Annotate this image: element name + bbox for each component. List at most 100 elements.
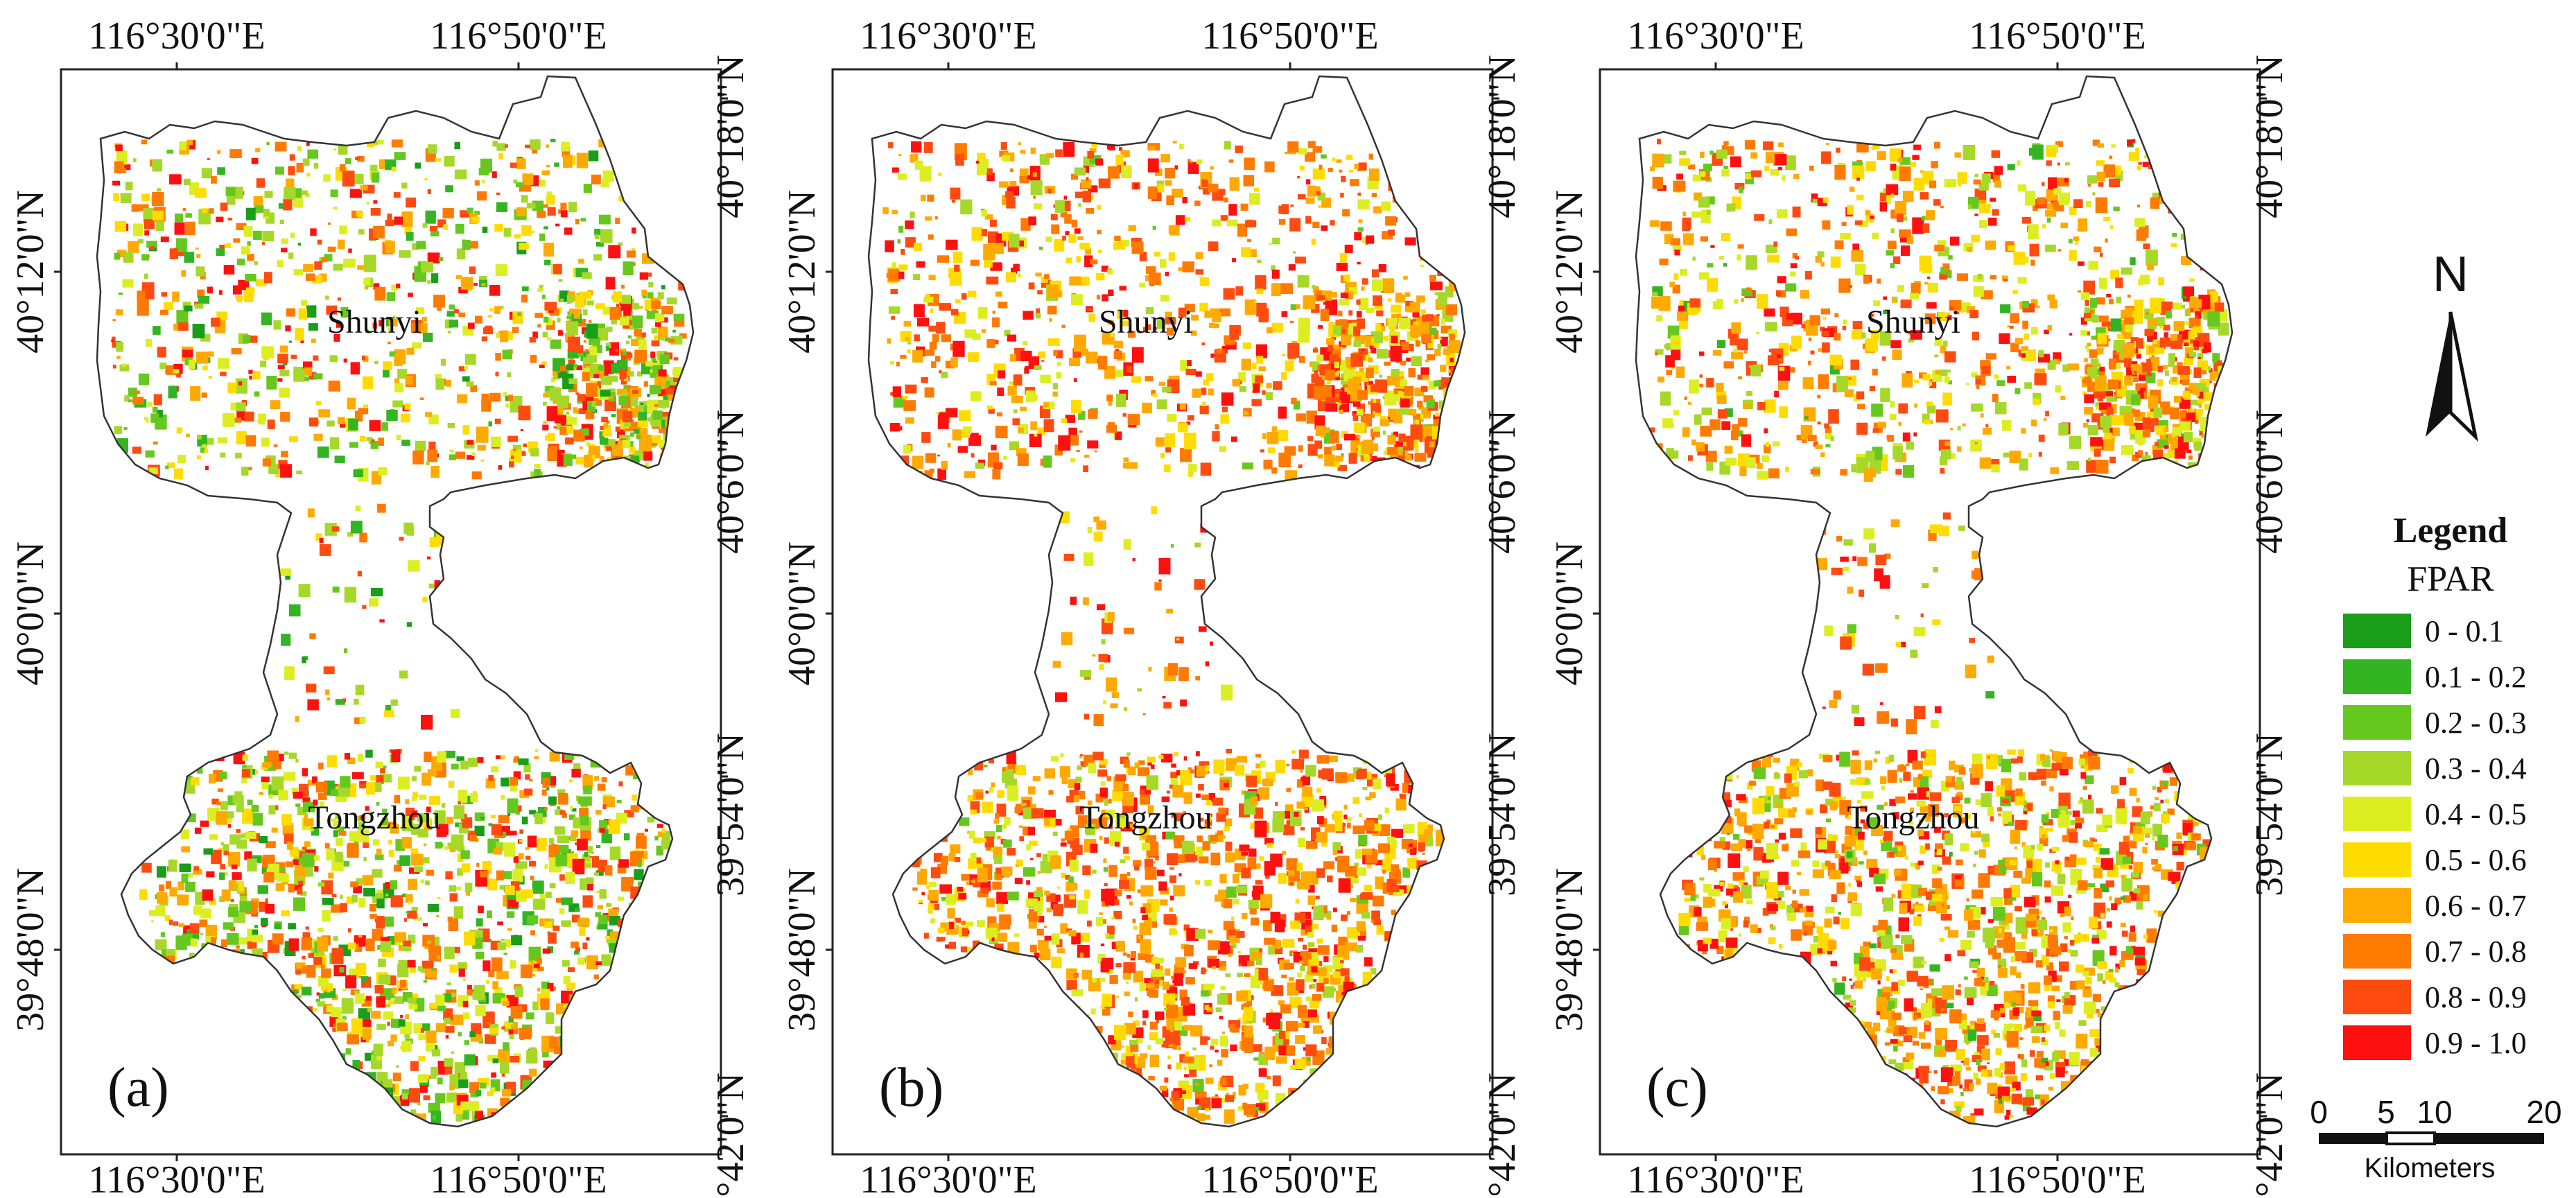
- fpar-pixel: [1049, 318, 1052, 322]
- fpar-pixel: [189, 359, 195, 370]
- fpar-pixel: [1305, 996, 1312, 1002]
- fpar-pixel: [1169, 867, 1174, 870]
- fpar-pixel: [571, 830, 579, 837]
- fpar-pixel: [267, 750, 279, 765]
- fpar-pixel: [977, 307, 988, 319]
- fpar-pixel: [114, 221, 127, 232]
- fpar-pixel: [1407, 858, 1419, 869]
- fpar-pixel: [1076, 449, 1080, 453]
- fpar-pixel: [650, 351, 656, 358]
- fpar-pixel: [195, 248, 199, 250]
- fpar-pixel: [297, 243, 302, 246]
- fpar-pixel: [1108, 865, 1117, 877]
- fpar-pixel: [266, 141, 270, 146]
- fpar-pixel: [1079, 430, 1083, 433]
- fpar-pixel: [470, 241, 478, 249]
- fpar-pixel: [427, 903, 440, 912]
- fpar-pixel: [444, 1064, 453, 1075]
- fpar-pixel: [446, 311, 455, 317]
- fpar-pixel: [961, 293, 967, 300]
- fpar-pixel: [1108, 401, 1113, 406]
- fpar-pixel: [1226, 886, 1237, 898]
- fpar-pixel: [1022, 802, 1027, 807]
- fpar-pixel: [282, 822, 294, 835]
- fpar-pixel: [1077, 932, 1090, 943]
- fpar-pixel: [927, 194, 934, 202]
- fpar-pixel: [1210, 852, 1221, 866]
- fpar-pixel: [890, 361, 894, 365]
- fpar-pixel: [369, 914, 377, 919]
- fpar-pixel: [557, 371, 568, 379]
- fpar-pixel: [491, 824, 502, 835]
- fpar-pixel: [1390, 839, 1397, 848]
- fpar-pixel: [196, 351, 209, 364]
- fpar-pixel: [970, 259, 980, 266]
- fpar-pixel: [632, 227, 636, 234]
- fpar-pixel: [373, 1043, 383, 1056]
- fpar-pixel: [365, 1052, 373, 1061]
- fpar-pixel: [202, 208, 207, 214]
- fpar-pixel: [1297, 148, 1307, 155]
- fpar-pixel: [1296, 304, 1300, 309]
- fpar-pixel: [1169, 317, 1174, 321]
- fpar-pixel: [1401, 348, 1408, 353]
- fpar-pixel: [196, 254, 201, 259]
- fpar-pixel: [657, 326, 668, 338]
- fpar-pixel: [1269, 243, 1272, 245]
- fpar-pixel: [1123, 457, 1129, 462]
- fpar-pixel: [1080, 670, 1092, 677]
- fpar-pixel: [948, 853, 956, 862]
- fpar-pixel: [1100, 1005, 1106, 1009]
- fpar-pixel: [1312, 799, 1324, 812]
- fpar-pixel: [371, 172, 379, 183]
- fpar-pixel: [1120, 1060, 1126, 1064]
- fpar-pixel: [1272, 819, 1285, 833]
- fpar-pixel: [1006, 751, 1016, 764]
- fpar-pixel: [1125, 1054, 1135, 1066]
- fpar-pixel: [543, 316, 549, 323]
- fpar-pixel: [394, 379, 400, 385]
- fpar-pixel: [1038, 246, 1043, 250]
- fpar-pixel: [382, 988, 395, 998]
- fpar-pixel: [1101, 919, 1107, 924]
- fpar-pixel: [1187, 360, 1192, 366]
- fpar-pixel: [645, 361, 653, 367]
- fpar-pixel: [519, 829, 524, 834]
- fpar-pixel: [543, 1060, 554, 1068]
- fpar-pixel: [173, 323, 181, 331]
- fpar-pixel: [1152, 393, 1158, 397]
- fpar-pixel: [1101, 639, 1106, 645]
- fpar-pixel: [1123, 539, 1131, 550]
- fpar-pixel: [638, 434, 652, 451]
- fpar-pixel: [577, 350, 584, 357]
- fpar-pixel: [319, 544, 331, 556]
- fpar-pixel: [1225, 841, 1233, 851]
- fpar-pixel: [981, 210, 987, 217]
- fpar-pixel: [307, 508, 315, 518]
- fpar-pixel: [1088, 763, 1097, 774]
- fpar-pixel: [1208, 958, 1220, 968]
- fpar-pixel: [586, 846, 593, 853]
- fpar-pixel: [286, 308, 295, 317]
- fpar-pixel: [1050, 214, 1058, 220]
- fpar-pixel: [1321, 225, 1328, 231]
- fpar-pixel: [554, 1047, 566, 1054]
- fpar-pixel: [446, 1092, 457, 1103]
- fpar-pixel: [333, 148, 337, 151]
- fpar-pixel: [449, 454, 457, 460]
- fpar-pixel: [453, 309, 459, 313]
- fpar-pixel: [232, 795, 244, 804]
- fpar-pixel: [946, 239, 958, 250]
- fpar-pixel: [275, 141, 287, 152]
- fpar-pixel: [511, 455, 514, 459]
- fpar-pixel: [424, 969, 432, 977]
- fpar-pixel: [311, 338, 316, 343]
- fpar-pixel: [586, 354, 597, 363]
- fpar-pixel: [1140, 885, 1154, 897]
- fpar-pixel: [565, 437, 574, 445]
- fpar-pixel: [1441, 325, 1452, 333]
- fpar-pixel: [955, 299, 961, 304]
- fpar-pixel: [412, 810, 418, 817]
- fpar-pixel: [961, 874, 972, 881]
- fpar-pixel: [235, 378, 248, 394]
